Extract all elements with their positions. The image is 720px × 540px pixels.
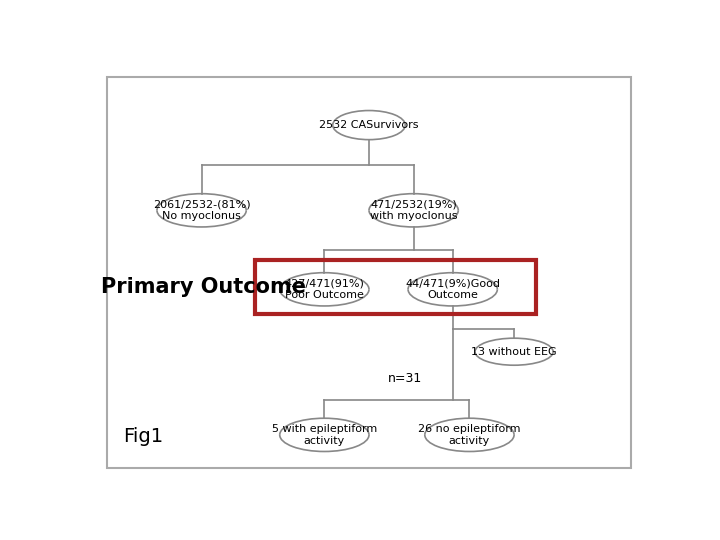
Text: 13 without EEG: 13 without EEG — [472, 347, 557, 357]
Text: 2061/2532-(81%)
No myoclonus: 2061/2532-(81%) No myoclonus — [153, 199, 251, 221]
Text: Fig1: Fig1 — [123, 428, 163, 447]
Text: 471/2532(19%)
with myoclonus: 471/2532(19%) with myoclonus — [370, 199, 457, 221]
Text: n=31: n=31 — [388, 372, 423, 385]
Text: 427/471(91%)
Poor Outcome: 427/471(91%) Poor Outcome — [284, 279, 364, 300]
Text: 2532 CASurvivors: 2532 CASurvivors — [319, 120, 419, 130]
Text: 44/471(9%)Good
Outcome: 44/471(9%)Good Outcome — [405, 279, 500, 300]
Text: Primary Outcome: Primary Outcome — [101, 277, 306, 297]
Text: 5 with epileptiform
activity: 5 with epileptiform activity — [271, 424, 377, 446]
Text: 26 no epileptiform
activity: 26 no epileptiform activity — [418, 424, 521, 446]
